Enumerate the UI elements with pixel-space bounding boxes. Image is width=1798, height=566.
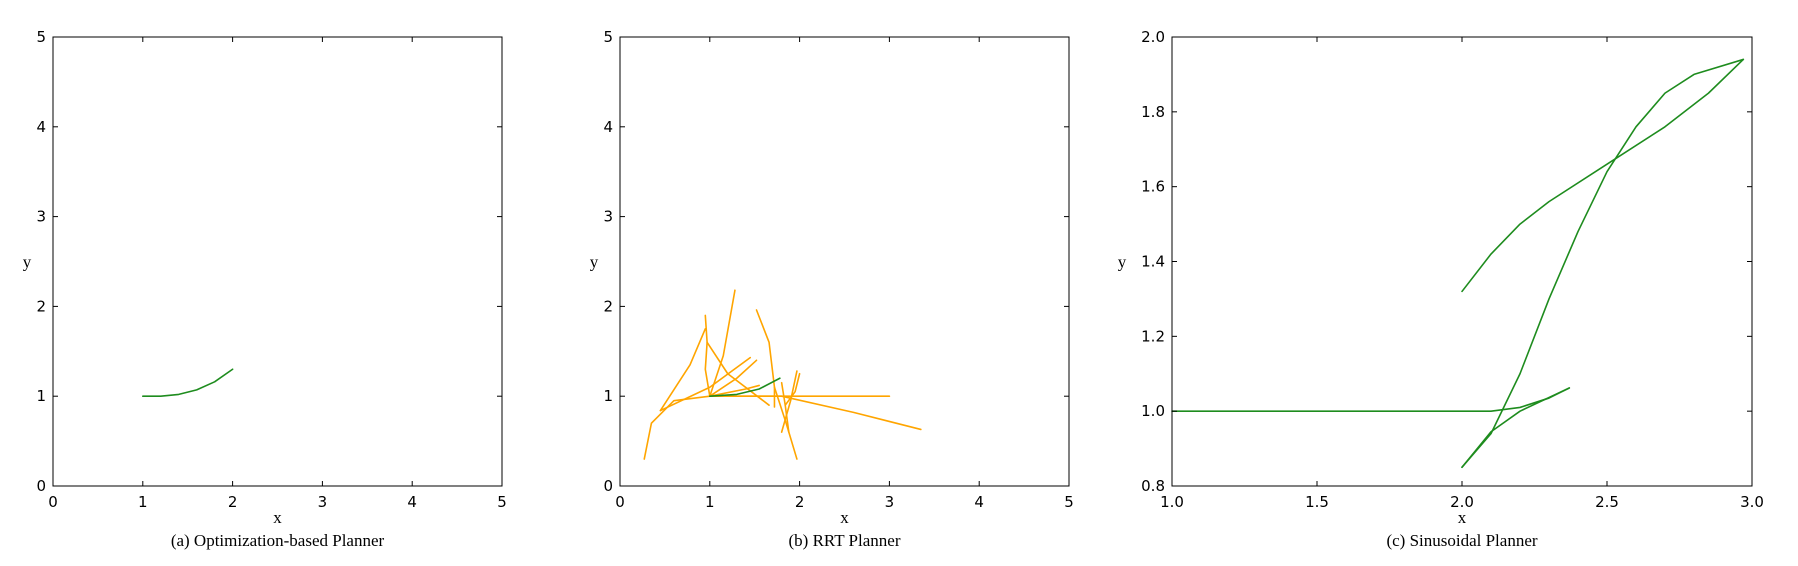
x-tick-label: 1.0 xyxy=(1160,493,1184,511)
planned-path-3 xyxy=(1461,58,1745,469)
planned-path-1 xyxy=(142,368,234,398)
x-axis-label: x xyxy=(1458,508,1467,527)
y-tick-label: 0 xyxy=(36,477,46,495)
subfigure-caption: (c) Sinusoidal Planner xyxy=(1386,531,1537,550)
x-tick-label: 5 xyxy=(497,493,507,511)
rrt-tree-branch-7 xyxy=(659,328,707,412)
y-tick-label: 2.0 xyxy=(1141,28,1165,46)
subfigure-caption: (a) Optimization-based Planner xyxy=(171,531,385,550)
x-tick-label: 2 xyxy=(795,493,805,511)
planned-path-4 xyxy=(1461,58,1745,293)
x-axis-label: x xyxy=(273,508,282,527)
rrt-tree-branch-9 xyxy=(708,359,758,398)
x-tick-label: 0 xyxy=(615,493,625,511)
rrt-tree-branch-5 xyxy=(708,289,736,398)
rrt-tree-branch-12 xyxy=(773,386,798,460)
x-tick-label: 5 xyxy=(1064,493,1074,511)
chart-panel-3: 1.0 1.5 2.0 2.5 3.00.81.01.21.41.61.82.0xy(c… xyxy=(1118,28,1764,550)
chart-panel-2: 0 1 2 3 4 5 0 1 2 3 4 5 x y (b) RRT Planner xyxy=(590,28,1074,550)
rrt-tree-branch-4 xyxy=(704,314,711,398)
y-tick-label: 1.2 xyxy=(1141,327,1165,345)
y-tick-label: 1.8 xyxy=(1141,103,1165,121)
rrt-tree-branch-14 xyxy=(780,370,798,433)
x-tick-label: 3 xyxy=(885,493,895,511)
x-tick-label: 2.5 xyxy=(1595,493,1619,511)
y-tick-label: 4 xyxy=(36,118,46,136)
x-axis-label: x xyxy=(840,508,849,527)
rrt-tree-branch-10 xyxy=(708,384,760,398)
y-tick-label: 2 xyxy=(603,297,613,315)
rrt-tree-branch-11 xyxy=(755,309,776,408)
planned-path-16 xyxy=(708,377,781,398)
y-tick-label: 0.8 xyxy=(1141,477,1165,495)
rrt-tree-branch-2 xyxy=(708,395,922,431)
y-tick-label: 4 xyxy=(603,118,613,136)
y-tick-label: 1.0 xyxy=(1141,402,1165,420)
y-axis-label: y xyxy=(590,253,599,272)
y-tick-label: 5 xyxy=(603,28,613,46)
y-tick-label: 1.4 xyxy=(1141,253,1165,271)
y-tick-label: 3 xyxy=(603,208,613,226)
axes-frame xyxy=(52,36,503,487)
y-tick-label: 3 xyxy=(36,208,46,226)
rrt-tree-branch-13 xyxy=(780,381,790,433)
rrt-tree-branch-3 xyxy=(643,395,711,460)
y-tick-label: 1 xyxy=(603,387,613,405)
x-tick-label: 3.0 xyxy=(1740,493,1764,511)
y-tick-label: 5 xyxy=(36,28,46,46)
y-tick-label: 1 xyxy=(36,387,46,405)
x-tick-label: 1 xyxy=(138,493,148,511)
chart-panel-1: 0 1 2 3 4 5 0 1 2 3 4 5 x y (a) Optimization-based Pla… xyxy=(23,28,507,550)
x-tick-label: 1 xyxy=(705,493,715,511)
planned-path-2 xyxy=(1461,387,1571,469)
rrt-tree-branch-8 xyxy=(659,356,752,412)
rrt-tree-branch-15 xyxy=(784,372,801,406)
x-tick-label: 4 xyxy=(974,493,984,511)
x-tick-label: 2 xyxy=(228,493,238,511)
y-tick-label: 2 xyxy=(36,297,46,315)
x-tick-label: 4 xyxy=(407,493,417,511)
y-axis-label: y xyxy=(23,253,32,272)
axes-frame xyxy=(1171,36,1753,487)
x-tick-label: 1.5 xyxy=(1305,493,1329,511)
x-tick-label: 0 xyxy=(48,493,58,511)
x-tick-label: 3 xyxy=(318,493,328,511)
planned-path-1 xyxy=(1171,387,1571,412)
y-tick-label: 0 xyxy=(603,477,613,495)
axes-frame xyxy=(619,36,1070,487)
y-tick-label: 1.6 xyxy=(1141,178,1165,196)
y-axis-label: y xyxy=(1118,253,1127,272)
subfigure-caption: (b) RRT Planner xyxy=(789,531,901,550)
x-tick-label: 2.0 xyxy=(1450,493,1474,511)
